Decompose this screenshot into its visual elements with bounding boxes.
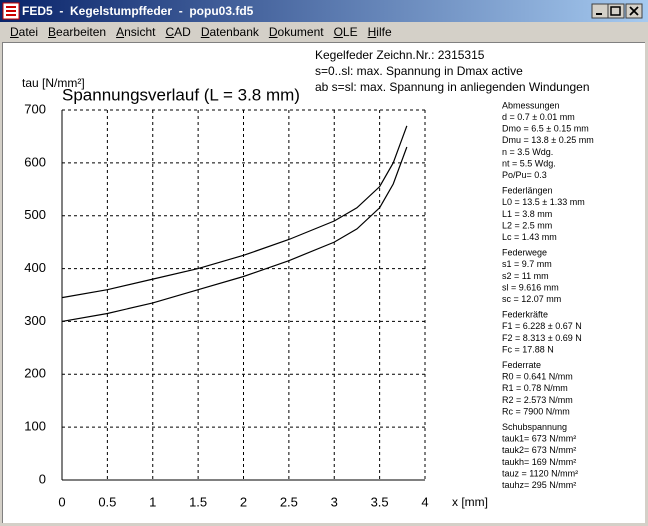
x-tick-label: 2 [240, 494, 247, 509]
panel-heading: Federrate [502, 360, 541, 370]
panel-line: tauk2= 673 N/mm² [502, 445, 576, 455]
window-title: FED5 - Kegelstumpffeder - popu03.fd5 [22, 4, 254, 18]
menu-item[interactable]: Bearbeiten [48, 25, 107, 39]
panel-heading: Federkräfte [502, 310, 548, 320]
x-tick-label: 3.5 [371, 494, 389, 509]
panel-line: R1 = 0.78 N/mm [502, 383, 568, 393]
stress-curve [61, 125, 408, 299]
y-tick-label: 700 [24, 101, 46, 116]
panel-line: R2 = 2.573 N/mm [502, 395, 573, 405]
panel-line: sc = 12.07 mm [502, 294, 561, 304]
panel-line: taukh= 169 N/mm² [502, 457, 576, 467]
panel-line: Dmu = 13.8 ± 0.25 mm [502, 135, 594, 145]
x-tick-label: 1.5 [189, 494, 207, 509]
panel-heading: Abmessungen [502, 100, 560, 110]
panel-heading: Federwege [502, 248, 547, 258]
panel-line: s2 = 11 mm [502, 271, 549, 281]
client-area [2, 42, 645, 523]
header-text: ab s=sl: max. Spannung in anliegenden Wi… [315, 80, 590, 94]
menu-item[interactable]: Datenbank [200, 25, 259, 39]
y-tick-label: 300 [24, 313, 46, 328]
panel-line: L2 = 2.5 mm [502, 220, 552, 230]
menu-item[interactable]: OLE [333, 25, 358, 39]
panel-line: n = 3.5 Wdg. [502, 147, 553, 157]
close-button[interactable] [625, 3, 643, 19]
y-tick-label: 600 [24, 154, 46, 169]
chart-title: Spannungsverlauf (L = 3.8 mm) [62, 85, 300, 104]
y-tick-label: 200 [24, 366, 46, 381]
panel-line: F1 = 6.228 ± 0.67 N [502, 321, 582, 331]
panel-line: Dmo = 6.5 ± 0.15 mm [502, 124, 589, 134]
x-tick-label: 2.5 [280, 494, 298, 509]
panel-line: tauz = 1120 N/mm² [502, 468, 578, 478]
y-tick-label: 500 [24, 207, 46, 222]
panel-line: Lc = 1.43 mm [502, 232, 557, 242]
panel-line: d = 0.7 ± 0.01 mm [502, 112, 575, 122]
x-tick-label: 3 [331, 494, 338, 509]
y-tick-label: 0 [39, 471, 46, 486]
panel-line: L1 = 3.8 mm [502, 209, 552, 219]
panel-line: s1 = 9.7 mm [502, 259, 552, 269]
panel-line: L0 = 13.5 ± 1.33 mm [502, 197, 585, 207]
menu-item[interactable]: Ansicht [116, 25, 156, 39]
maximize-button[interactable] [607, 3, 625, 19]
title-icons [2, 2, 643, 20]
panel-line: nt = 5.5 Wdg. [502, 158, 556, 168]
panel-heading: Federlängen [502, 186, 553, 196]
y-axis-label: tau [N/mm²] [22, 76, 85, 90]
x-tick-label: 0.5 [98, 494, 116, 509]
x-tick-label: 0 [58, 494, 65, 509]
menu-item[interactable]: Dokument [268, 25, 324, 39]
header-text: Kegelfeder Zeichn.Nr.: 2315315 [315, 48, 485, 62]
title-bar: FED5 - Kegelstumpffeder - popu03.fd5 [0, 0, 648, 22]
x-tick-label: 1 [149, 494, 156, 509]
panel-line: tauhz= 295 N/mm² [502, 480, 576, 490]
stress-curve [61, 146, 408, 323]
x-tick-label: 4 [421, 494, 428, 509]
x-axis-label: x [mm] [452, 495, 488, 509]
panel-line: sl = 9.616 mm [502, 282, 559, 292]
menu-item[interactable]: Hilfe [367, 25, 392, 39]
y-tick-label: 100 [24, 419, 46, 434]
panel-line: R0 = 0.641 N/mm [502, 372, 573, 382]
menu-item[interactable]: CAD [165, 25, 191, 39]
panel-line: Po/Pu= 0.3 [502, 170, 547, 180]
y-tick-label: 400 [24, 260, 46, 275]
panel-line: tauk1= 673 N/mm² [502, 434, 576, 444]
menu-item[interactable]: Datei [10, 25, 39, 39]
menu-bar: Datei Bearbeiten Ansicht CAD Datenbank Dokume… [0, 22, 648, 42]
header-text: s=0..sl: max. Spannung in Dmax active [315, 64, 523, 78]
panel-line: Fc = 17.88 N [502, 344, 554, 354]
panel-heading: Schubspannung [502, 422, 567, 432]
panel-line: Rc = 7900 N/mm [502, 406, 570, 416]
panel-line: F2 = 8.313 ± 0.69 N [502, 333, 582, 343]
app-icon-lines [6, 6, 16, 16]
